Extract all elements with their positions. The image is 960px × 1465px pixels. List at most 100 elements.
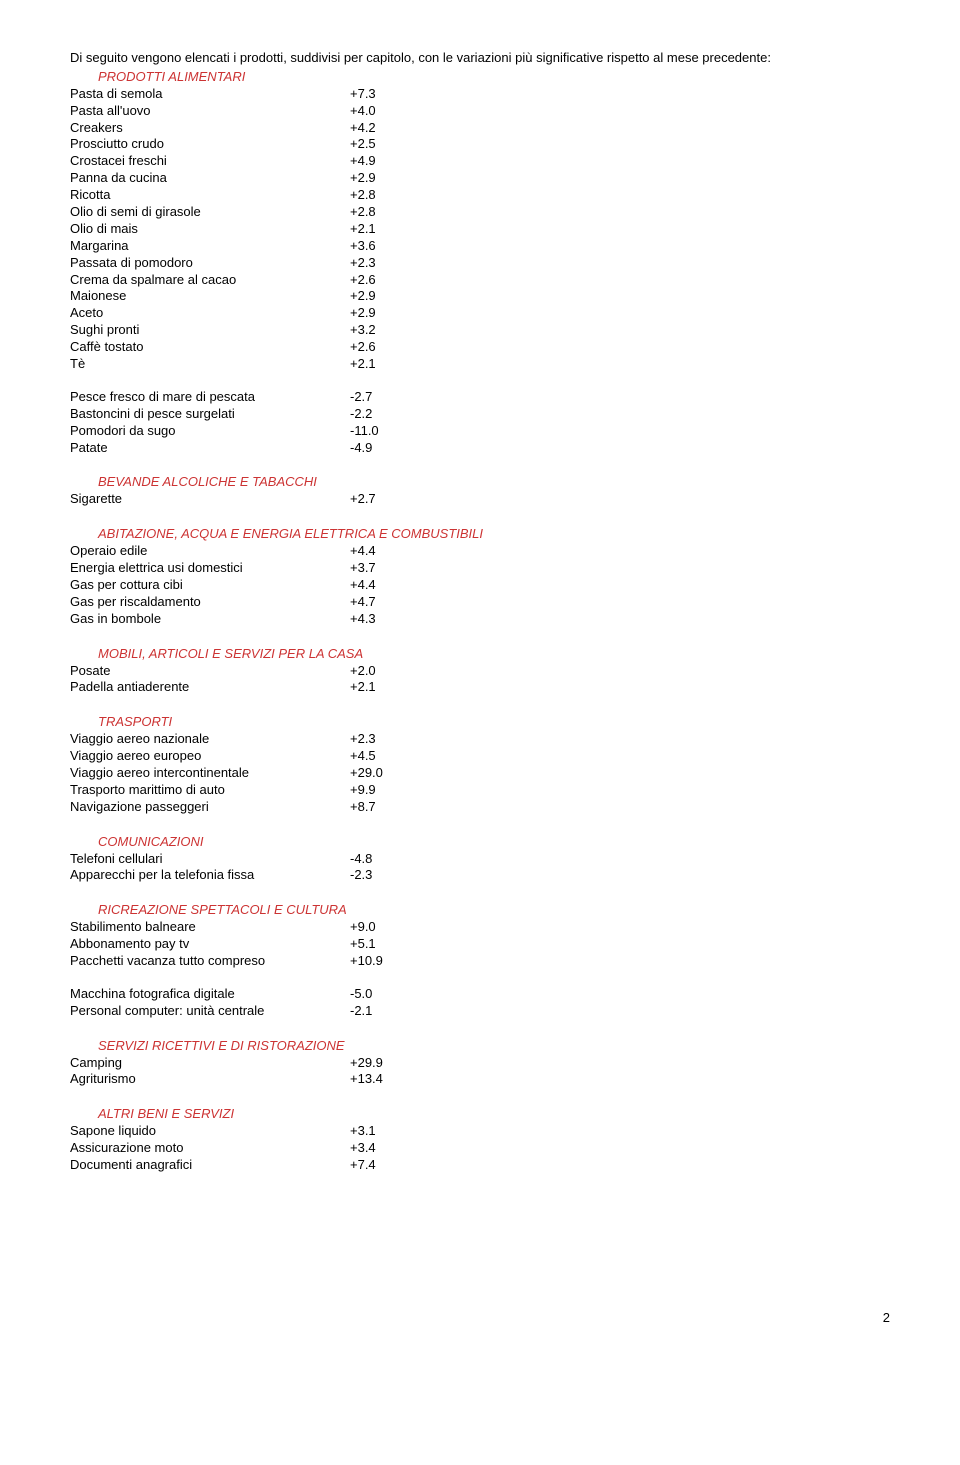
item-label: Creakers xyxy=(70,120,350,137)
item-value: +2.3 xyxy=(350,255,410,272)
data-row: Margarina+3.6 xyxy=(70,238,890,255)
data-row: Pesce fresco di mare di pescata-2.7 xyxy=(70,389,890,406)
section-header: PRODOTTI ALIMENTARI xyxy=(70,69,890,86)
item-value: +2.0 xyxy=(350,663,410,680)
item-label: Viaggio aereo europeo xyxy=(70,748,350,765)
item-label: Telefoni cellulari xyxy=(70,851,350,868)
data-row: Sughi pronti+3.2 xyxy=(70,322,890,339)
item-label: Olio di mais xyxy=(70,221,350,238)
item-value: +10.9 xyxy=(350,953,410,970)
item-label: Sughi pronti xyxy=(70,322,350,339)
item-label: Viaggio aereo nazionale xyxy=(70,731,350,748)
item-value: +9.0 xyxy=(350,919,410,936)
item-value: +2.5 xyxy=(350,136,410,153)
item-label: Agriturismo xyxy=(70,1071,350,1088)
section-gap xyxy=(70,696,890,712)
item-label: Sapone liquido xyxy=(70,1123,350,1140)
item-label: Caffè tostato xyxy=(70,339,350,356)
item-value: +7.4 xyxy=(350,1157,410,1174)
item-value: +2.8 xyxy=(350,204,410,221)
group-gap xyxy=(70,970,890,986)
data-row: Prosciutto crudo+2.5 xyxy=(70,136,890,153)
data-row: Maionese+2.9 xyxy=(70,288,890,305)
item-value: +4.9 xyxy=(350,153,410,170)
data-row: Patate-4.9 xyxy=(70,440,890,457)
intro-text: Di seguito vengono elencati i prodotti, … xyxy=(70,50,890,67)
item-value: +5.1 xyxy=(350,936,410,953)
item-value: +2.8 xyxy=(350,187,410,204)
item-label: Padella antiaderente xyxy=(70,679,350,696)
item-label: Apparecchi per la telefonia fissa xyxy=(70,867,350,884)
data-row: Pomodori da sugo-11.0 xyxy=(70,423,890,440)
item-label: Posate xyxy=(70,663,350,680)
item-value: +2.6 xyxy=(350,339,410,356)
item-label: Prosciutto crudo xyxy=(70,136,350,153)
data-row: Apparecchi per la telefonia fissa-2.3 xyxy=(70,867,890,884)
item-label: Pesce fresco di mare di pescata xyxy=(70,389,350,406)
item-value: +3.1 xyxy=(350,1123,410,1140)
data-row: Assicurazione moto+3.4 xyxy=(70,1140,890,1157)
section-header: BEVANDE ALCOLICHE E TABACCHI xyxy=(70,474,890,491)
item-label: Pasta di semola xyxy=(70,86,350,103)
item-label: Personal computer: unità centrale xyxy=(70,1003,350,1020)
data-row: Olio di semi di girasole+2.8 xyxy=(70,204,890,221)
data-row: Gas in bombole+4.3 xyxy=(70,611,890,628)
item-label: Aceto xyxy=(70,305,350,322)
item-label: Margarina xyxy=(70,238,350,255)
item-label: Bastoncini di pesce surgelati xyxy=(70,406,350,423)
item-value: +2.1 xyxy=(350,221,410,238)
data-row: Caffè tostato+2.6 xyxy=(70,339,890,356)
item-label: Pomodori da sugo xyxy=(70,423,350,440)
item-value: +8.7 xyxy=(350,799,410,816)
data-row: Olio di mais+2.1 xyxy=(70,221,890,238)
item-value: -2.7 xyxy=(350,389,410,406)
section-gap xyxy=(70,1174,890,1190)
data-row: Creakers+4.2 xyxy=(70,120,890,137)
item-value: +4.2 xyxy=(350,120,410,137)
data-row: Gas per riscaldamento+4.7 xyxy=(70,594,890,611)
item-label: Passata di pomodoro xyxy=(70,255,350,272)
data-row: Camping+29.9 xyxy=(70,1055,890,1072)
data-row: Trasporto marittimo di auto+9.9 xyxy=(70,782,890,799)
item-label: Documenti anagrafici xyxy=(70,1157,350,1174)
data-row: Macchina fotografica digitale-5.0 xyxy=(70,986,890,1003)
item-value: -4.9 xyxy=(350,440,410,457)
item-value: +2.1 xyxy=(350,679,410,696)
section-gap xyxy=(70,628,890,644)
section-header: MOBILI, ARTICOLI E SERVIZI PER LA CASA xyxy=(70,646,890,663)
section-gap xyxy=(70,1088,890,1104)
data-row: Telefoni cellulari-4.8 xyxy=(70,851,890,868)
section-header: ABITAZIONE, ACQUA E ENERGIA ELETTRICA E … xyxy=(70,526,890,543)
data-row: Crostacei freschi+4.9 xyxy=(70,153,890,170)
item-label: Navigazione passeggeri xyxy=(70,799,350,816)
item-label: Operaio edile xyxy=(70,543,350,560)
item-label: Camping xyxy=(70,1055,350,1072)
data-row: Operaio edile+4.4 xyxy=(70,543,890,560)
item-label: Pasta all'uovo xyxy=(70,103,350,120)
data-row: Tè+2.1 xyxy=(70,356,890,373)
data-row: Viaggio aereo europeo+4.5 xyxy=(70,748,890,765)
item-value: +2.3 xyxy=(350,731,410,748)
item-value: +2.1 xyxy=(350,356,410,373)
data-row: Pasta all'uovo+4.0 xyxy=(70,103,890,120)
content: PRODOTTI ALIMENTARIPasta di semola+7.3Pa… xyxy=(70,69,890,1190)
data-row: Gas per cottura cibi+4.4 xyxy=(70,577,890,594)
data-row: Crema da spalmare al cacao+2.6 xyxy=(70,272,890,289)
item-label: Viaggio aereo intercontinentale xyxy=(70,765,350,782)
data-row: Stabilimento balneare+9.0 xyxy=(70,919,890,936)
item-label: Patate xyxy=(70,440,350,457)
item-label: Gas per cottura cibi xyxy=(70,577,350,594)
item-value: -2.3 xyxy=(350,867,410,884)
item-value: +13.4 xyxy=(350,1071,410,1088)
page-number: 2 xyxy=(70,1310,890,1327)
item-value: +3.7 xyxy=(350,560,410,577)
data-row: Personal computer: unità centrale-2.1 xyxy=(70,1003,890,1020)
item-value: -2.1 xyxy=(350,1003,410,1020)
section-header: COMUNICAZIONI xyxy=(70,834,890,851)
item-label: Stabilimento balneare xyxy=(70,919,350,936)
item-label: Ricotta xyxy=(70,187,350,204)
section-header: ALTRI BENI E SERVIZI xyxy=(70,1106,890,1123)
item-label: Sigarette xyxy=(70,491,350,508)
item-value: +4.4 xyxy=(350,543,410,560)
item-value: +4.0 xyxy=(350,103,410,120)
